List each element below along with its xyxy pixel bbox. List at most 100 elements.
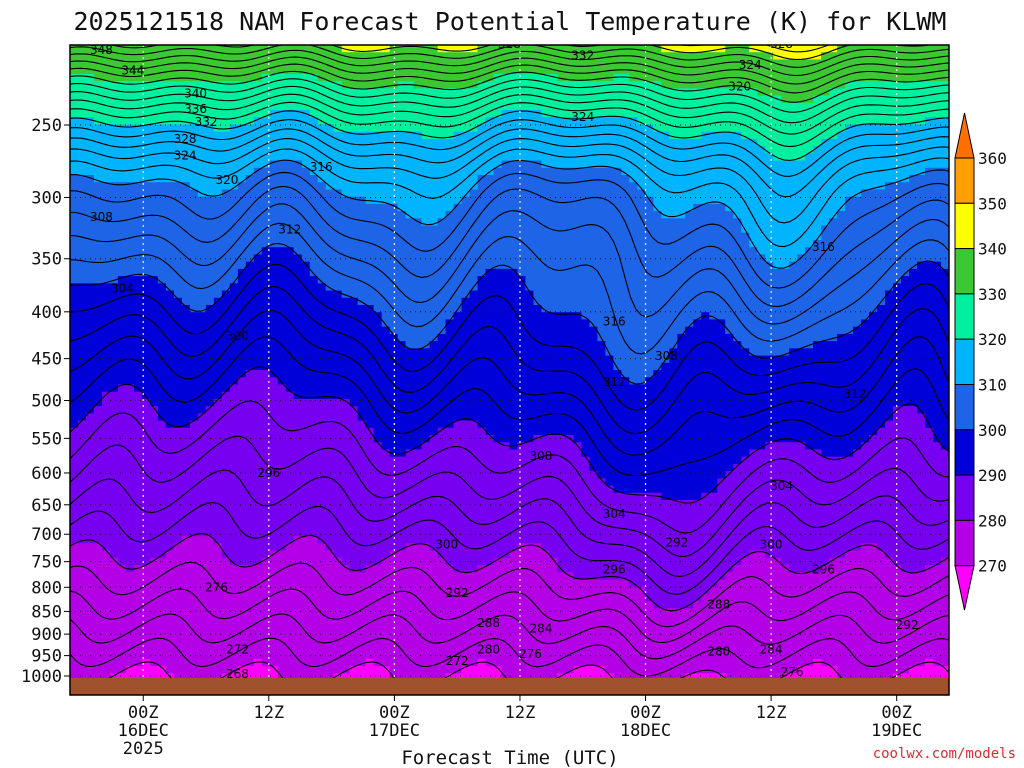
heatmap-cell <box>461 326 471 335</box>
heatmap-cell <box>109 644 119 653</box>
heatmap-cell <box>189 81 199 89</box>
heatmap-cell <box>469 398 479 407</box>
heatmap-cell <box>437 341 447 349</box>
heatmap-cell <box>213 658 223 667</box>
heatmap-cell <box>229 290 239 299</box>
heatmap-cell <box>173 189 183 198</box>
heatmap-cell <box>149 463 159 472</box>
heatmap-cell <box>445 45 455 53</box>
heatmap-cell <box>469 160 479 169</box>
heatmap-cell <box>269 521 279 530</box>
heatmap-cell <box>165 442 175 451</box>
heatmap-cell <box>485 95 495 104</box>
heatmap-cell <box>461 666 471 674</box>
heatmap-cell <box>221 218 231 227</box>
heatmap-cell <box>269 557 279 566</box>
heatmap-cell <box>349 283 359 292</box>
heatmap-cell <box>189 601 199 609</box>
heatmap-cell <box>469 146 479 154</box>
heatmap-cell <box>485 283 495 292</box>
heatmap-cell <box>173 427 183 436</box>
heatmap-cell <box>237 276 247 284</box>
heatmap-cell <box>477 225 487 234</box>
heatmap-cell <box>181 348 191 357</box>
heatmap-cell <box>101 593 111 602</box>
heatmap-cell <box>381 189 391 198</box>
heatmap-cell <box>461 550 471 559</box>
heatmap-cell <box>269 218 279 227</box>
heatmap-cell <box>189 463 199 472</box>
heatmap-cell <box>397 247 407 256</box>
heatmap-cell <box>189 673 199 682</box>
heatmap-cell <box>157 348 167 357</box>
heatmap-cell <box>309 485 319 494</box>
heatmap-cell <box>445 442 455 451</box>
heatmap-cell <box>213 153 223 162</box>
heatmap-cell <box>501 622 511 631</box>
heatmap-cell <box>125 543 135 552</box>
heatmap-cell <box>341 601 351 609</box>
heatmap-cell <box>429 514 439 523</box>
heatmap-cell <box>413 305 423 313</box>
heatmap-cell <box>309 312 319 321</box>
heatmap-cell <box>389 608 399 617</box>
heatmap-cell <box>85 167 95 176</box>
heatmap-cell <box>349 355 359 364</box>
heatmap-cell <box>133 420 143 429</box>
heatmap-cell <box>469 153 479 162</box>
heatmap-cell <box>421 45 431 53</box>
heatmap-cell <box>509 124 519 133</box>
heatmap-cell <box>413 102 423 111</box>
heatmap-cell <box>269 326 279 335</box>
heatmap-cell <box>125 485 135 494</box>
heatmap-cell <box>405 557 415 566</box>
heatmap-cell <box>77 463 87 472</box>
heatmap-cell <box>493 240 503 248</box>
heatmap-cell <box>77 319 87 328</box>
heatmap-cell <box>413 492 423 501</box>
heatmap-cell <box>445 160 455 169</box>
heatmap-cell <box>341 218 351 227</box>
heatmap-cell <box>325 290 335 299</box>
heatmap-cell <box>181 391 191 400</box>
heatmap-cell <box>85 88 95 97</box>
heatmap-cell <box>197 110 207 118</box>
heatmap-cell <box>293 593 303 602</box>
heatmap-cell <box>245 615 255 624</box>
heatmap-cell <box>325 59 335 68</box>
heatmap-cell <box>277 124 287 133</box>
heatmap-cell <box>341 435 351 443</box>
heatmap-cell <box>357 406 367 414</box>
heatmap-cell <box>70 326 79 335</box>
heatmap-cell <box>365 362 375 371</box>
heatmap-cell <box>85 225 95 234</box>
heatmap-cell <box>501 240 511 248</box>
heatmap-cell <box>493 153 503 162</box>
heatmap-cell <box>70 297 79 306</box>
heatmap-cell <box>125 637 135 646</box>
heatmap-cell <box>157 182 167 191</box>
heatmap-cell <box>125 586 135 595</box>
heatmap-cell <box>157 420 167 429</box>
heatmap-cell <box>70 362 79 371</box>
heatmap-cell <box>309 615 319 624</box>
heatmap-cell <box>133 492 143 501</box>
heatmap-cell <box>301 507 311 516</box>
heatmap-cell <box>285 247 295 256</box>
heatmap-cell <box>509 312 519 321</box>
heatmap-cell <box>125 305 135 313</box>
heatmap-cell <box>117 196 127 205</box>
heatmap-cell <box>93 341 103 349</box>
heatmap-cell <box>197 500 207 508</box>
heatmap-cell <box>269 131 279 140</box>
heatmap-cell <box>293 138 303 147</box>
heatmap-cell <box>461 348 471 357</box>
heatmap-cell <box>413 211 423 219</box>
heatmap-cell <box>445 290 455 299</box>
heatmap-cell <box>221 312 231 321</box>
heatmap-cell <box>253 673 263 682</box>
heatmap-cell <box>309 391 319 400</box>
heatmap-cell <box>189 435 199 443</box>
heatmap-cell <box>453 463 463 472</box>
heatmap-cell <box>93 377 103 386</box>
